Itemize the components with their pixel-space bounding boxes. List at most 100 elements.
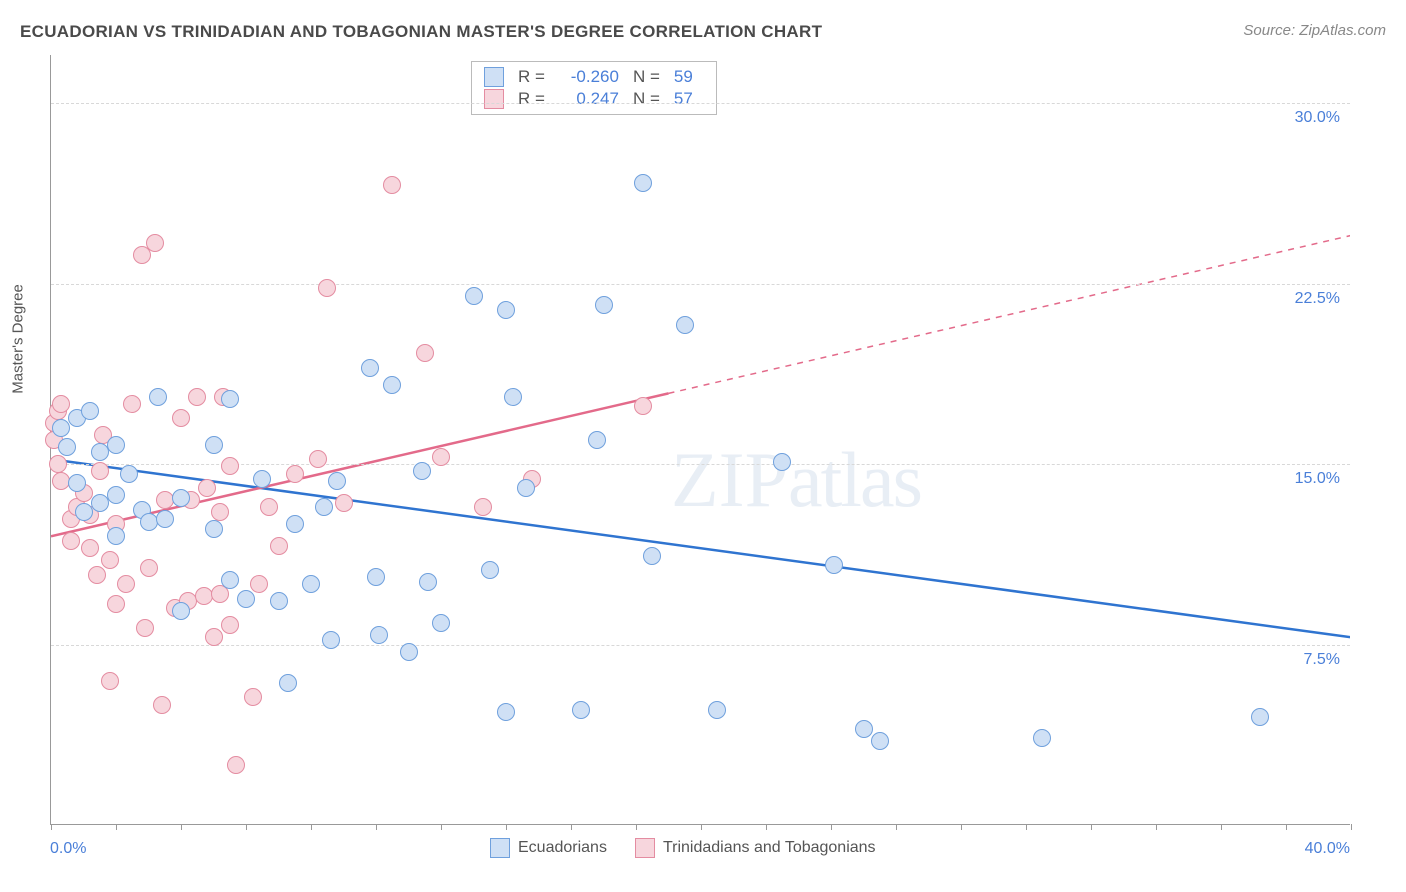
n-label: N =	[633, 89, 660, 109]
scatter-point	[419, 573, 437, 591]
grid-line	[51, 284, 1350, 285]
scatter-point	[140, 559, 158, 577]
legend-item-trinidadians: Trinidadians and Tobagonians	[635, 838, 876, 858]
grid-line	[51, 103, 1350, 104]
scatter-point	[318, 279, 336, 297]
x-origin-label: 0.0%	[50, 840, 86, 858]
scatter-point	[62, 532, 80, 550]
scatter-point	[221, 616, 239, 634]
scatter-point	[504, 388, 522, 406]
grid-line	[51, 464, 1350, 465]
scatter-point	[244, 688, 262, 706]
x-tick	[376, 824, 377, 830]
legend-swatch-trinidadians	[635, 838, 655, 858]
scatter-point	[871, 732, 889, 750]
scatter-point	[1033, 729, 1051, 747]
scatter-point	[432, 614, 450, 632]
scatter-point	[117, 575, 135, 593]
y-tick-label: 30.0%	[1295, 109, 1340, 127]
source-attribution: Source: ZipAtlas.com	[1243, 22, 1386, 39]
scatter-point	[205, 520, 223, 538]
legend-swatch-ecuadorians	[490, 838, 510, 858]
scatter-point	[370, 626, 388, 644]
r-label: R =	[518, 67, 545, 87]
scatter-point	[279, 674, 297, 692]
scatter-point	[588, 431, 606, 449]
scatter-point	[172, 602, 190, 620]
y-axis-label: Master's Degree	[10, 284, 27, 394]
watermark: ZIPatlas	[671, 435, 921, 525]
x-tick	[506, 824, 507, 830]
scatter-point	[361, 359, 379, 377]
scatter-point	[400, 643, 418, 661]
scatter-point	[107, 486, 125, 504]
scatter-point	[153, 696, 171, 714]
x-tick	[636, 824, 637, 830]
correlation-row-1: R = -0.260 N = 59	[484, 66, 704, 88]
x-tick	[1221, 824, 1222, 830]
x-tick	[1026, 824, 1027, 830]
x-tick	[51, 824, 52, 830]
watermark-part-a: ZIP	[671, 436, 788, 523]
scatter-point	[52, 395, 70, 413]
scatter-point	[773, 453, 791, 471]
scatter-point	[481, 561, 499, 579]
scatter-point	[335, 494, 353, 512]
scatter-point	[81, 539, 99, 557]
scatter-point	[383, 376, 401, 394]
scatter-point	[309, 450, 327, 468]
x-tick	[116, 824, 117, 830]
r-value-ecuadorians: -0.260	[559, 67, 619, 87]
scatter-point	[140, 513, 158, 531]
x-tick	[246, 824, 247, 830]
scatter-point	[120, 465, 138, 483]
source-prefix: Source:	[1243, 22, 1299, 39]
scatter-point	[315, 498, 333, 516]
scatter-point	[49, 455, 67, 473]
scatter-point	[107, 527, 125, 545]
scatter-point	[146, 234, 164, 252]
scatter-point	[302, 575, 320, 593]
scatter-point	[101, 551, 119, 569]
n-value-ecuadorians: 59	[674, 67, 704, 87]
legend-label-trinidadians: Trinidadians and Tobagonians	[663, 839, 876, 857]
scatter-point	[156, 510, 174, 528]
chart-title: ECUADORIAN VS TRINIDADIAN AND TOBAGONIAN…	[20, 22, 822, 42]
x-tick	[1286, 824, 1287, 830]
scatter-point	[172, 409, 190, 427]
scatter-point	[149, 388, 167, 406]
scatter-point	[68, 474, 86, 492]
scatter-point	[52, 419, 70, 437]
scatter-point	[227, 756, 245, 774]
scatter-point	[286, 515, 304, 533]
scatter-point	[328, 472, 346, 490]
scatter-point	[156, 491, 174, 509]
x-tick	[896, 824, 897, 830]
scatter-point	[270, 592, 288, 610]
x-tick	[701, 824, 702, 830]
series-legend: Ecuadorians Trinidadians and Tobagonians	[490, 838, 876, 858]
x-tick	[1091, 824, 1092, 830]
scatter-point	[123, 395, 141, 413]
scatter-point	[413, 462, 431, 480]
scatter-point	[270, 537, 288, 555]
scatter-point	[474, 498, 492, 516]
scatter-point	[211, 503, 229, 521]
scatter-point	[58, 438, 76, 456]
scatter-point	[286, 465, 304, 483]
scatter-point	[88, 566, 106, 584]
scatter-point	[517, 479, 535, 497]
scatter-point	[416, 344, 434, 362]
correlation-legend: R = -0.260 N = 59 R = 0.247 N = 57	[471, 61, 717, 115]
scatter-point	[1251, 708, 1269, 726]
scatter-point	[595, 296, 613, 314]
scatter-point	[497, 301, 515, 319]
scatter-point	[172, 489, 190, 507]
scatter-point	[198, 479, 216, 497]
scatter-point	[708, 701, 726, 719]
scatter-point	[188, 388, 206, 406]
x-tick	[441, 824, 442, 830]
scatter-point	[855, 720, 873, 738]
x-tick	[1156, 824, 1157, 830]
scatter-point	[465, 287, 483, 305]
